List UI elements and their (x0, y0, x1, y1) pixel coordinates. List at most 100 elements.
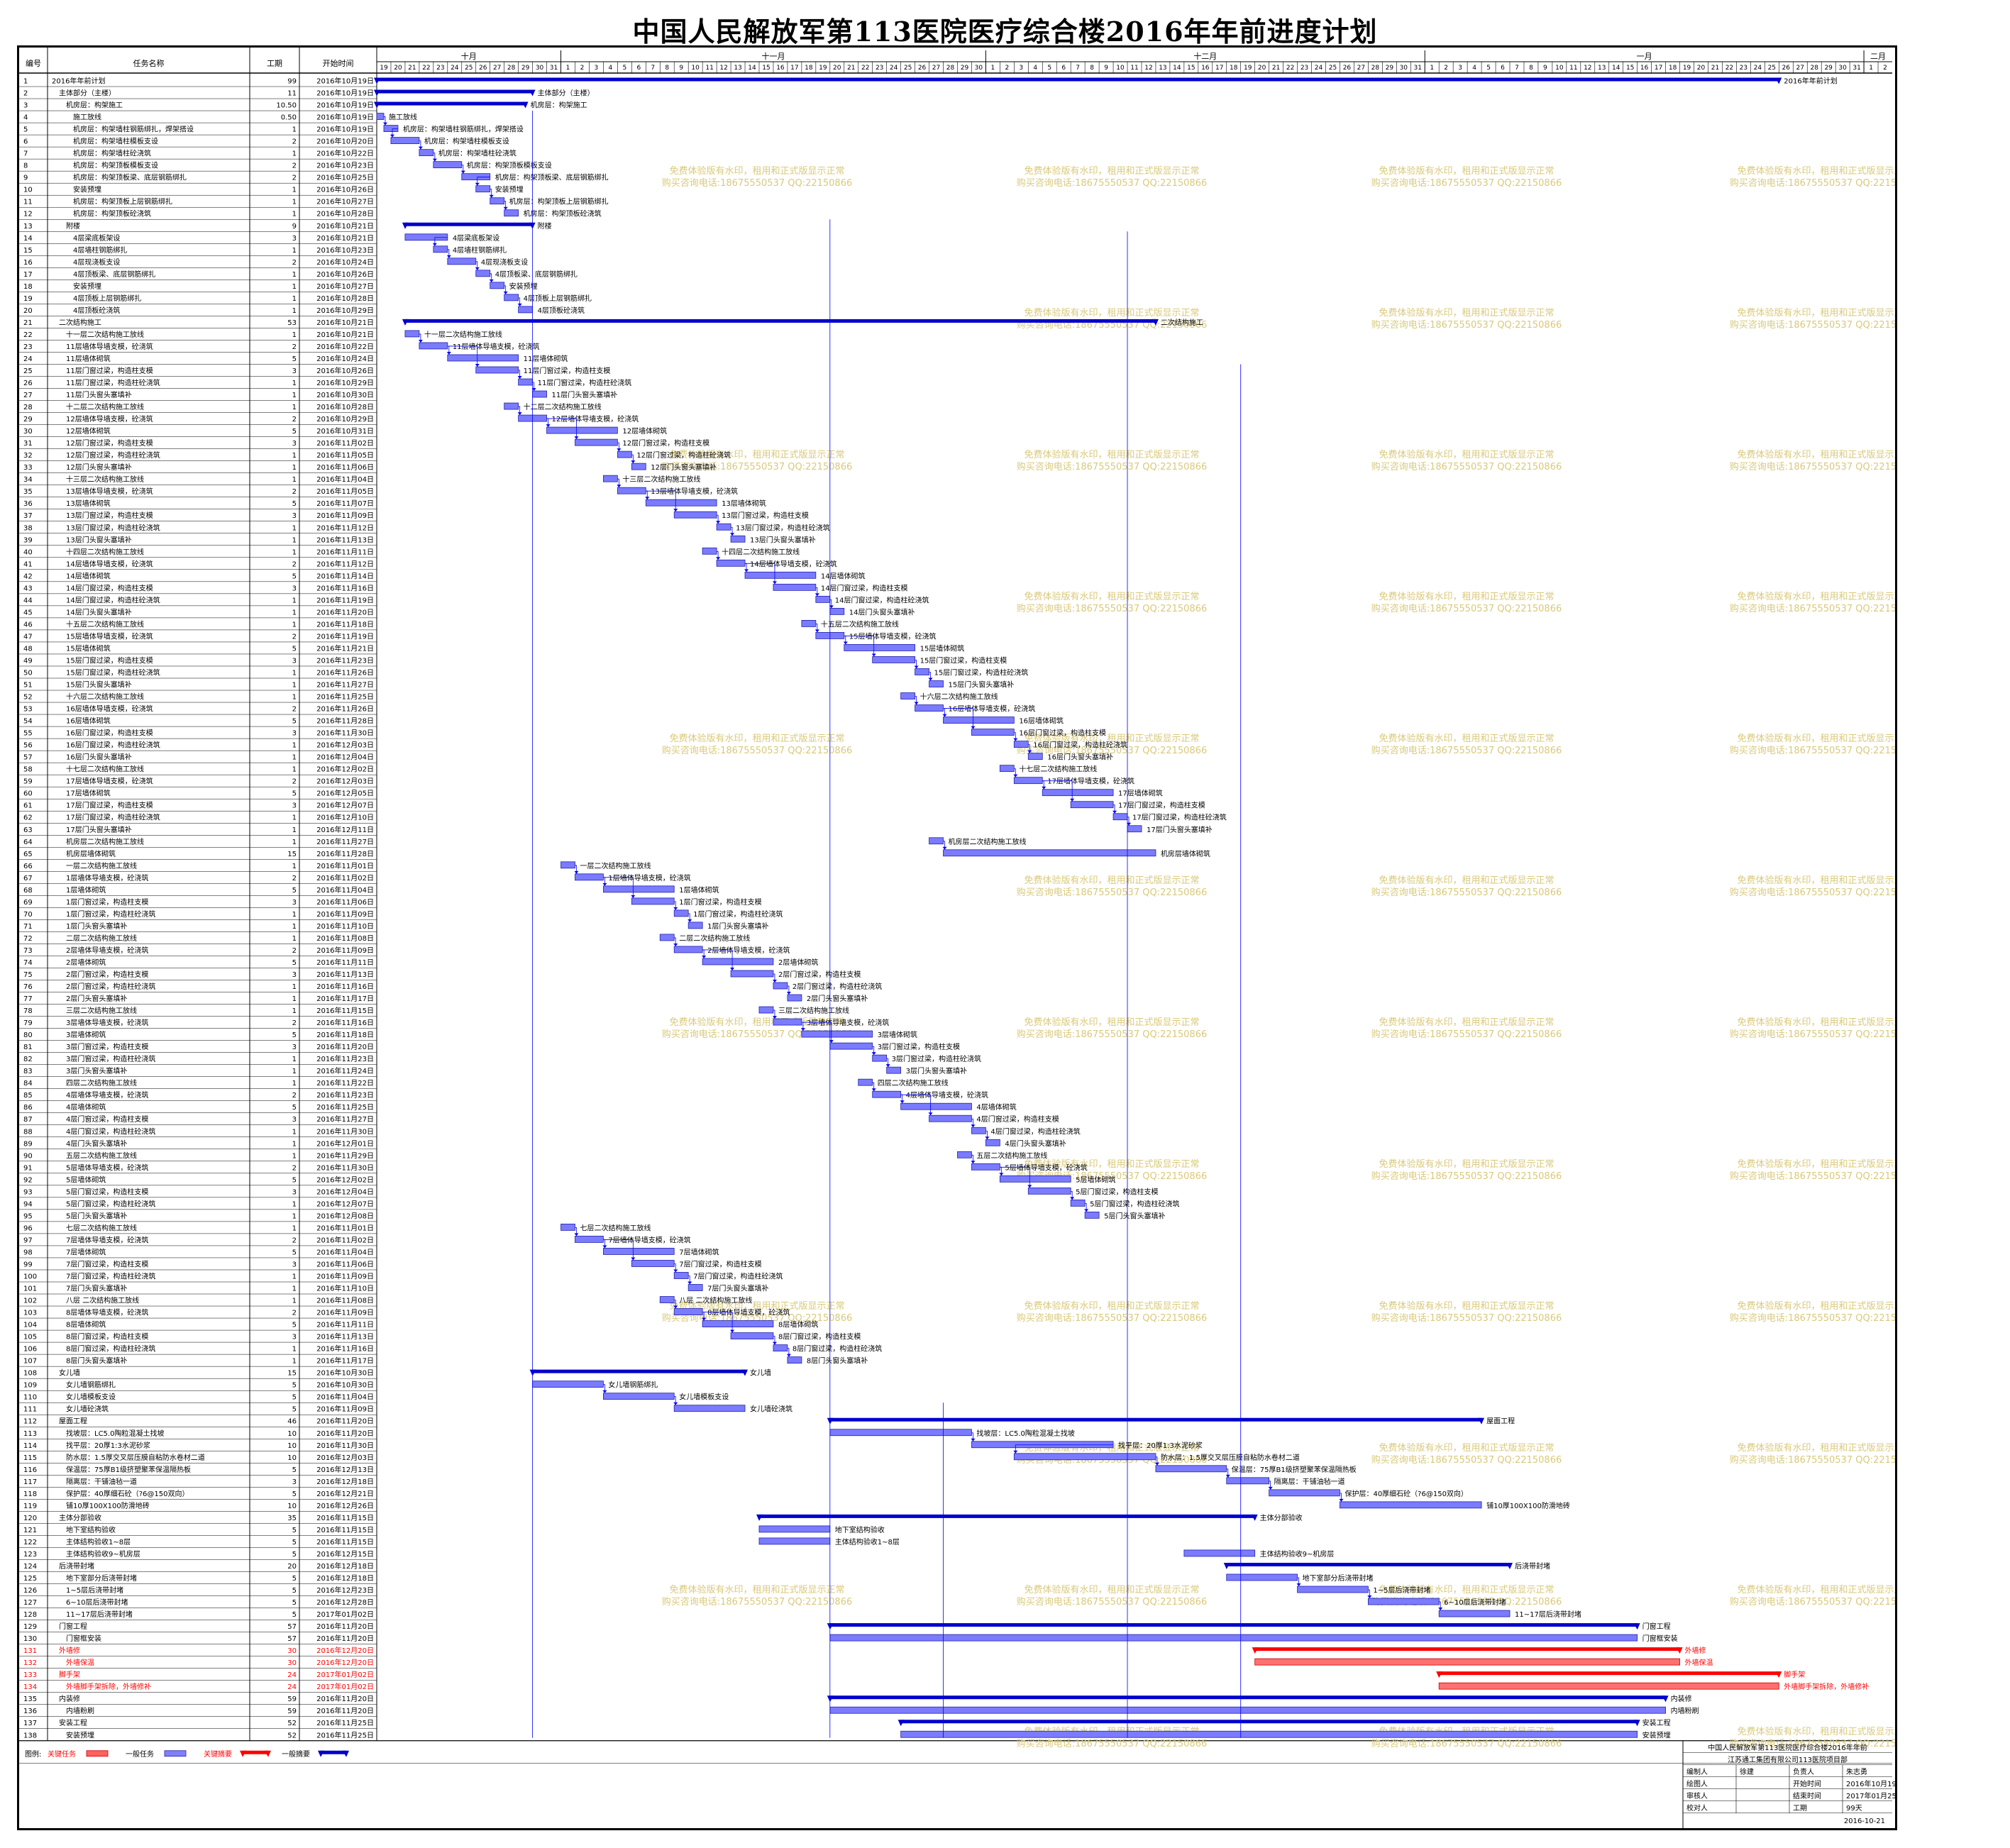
dependency-arrow (730, 967, 735, 970)
task-id: 103 (23, 1310, 37, 1317)
day-label: 30 (1400, 65, 1408, 72)
bar-label: 8层门窗过梁，构造柱砼浇筑 (793, 1344, 882, 1354)
day-label: 19 (380, 65, 388, 72)
dependency-arrow (716, 521, 721, 524)
task-duration: 1 (292, 247, 297, 255)
task-id: 91 (23, 1164, 33, 1172)
task-name: 一层二次结构施工放线 (66, 861, 137, 870)
day-label: 24 (890, 65, 898, 72)
dependency-link (1113, 804, 1115, 814)
bar-label: 找平层：20厚1:3水泥砂浆 (1118, 1441, 1203, 1450)
task-name: 15层门窗过梁，构造柱砼浇筑 (66, 668, 160, 677)
task-id: 120 (23, 1515, 37, 1522)
task-id: 37 (23, 512, 33, 520)
task-bar (490, 197, 505, 205)
task-id: 21 (23, 319, 33, 327)
task-duration: 1 (292, 283, 297, 291)
task-name: 4层顶板梁、底层钢筋绑扎 (73, 270, 155, 279)
bar-label: 3层墙体导墙支模，砼浇筑 (807, 1018, 889, 1027)
task-start: 2016年11月04日 (316, 475, 374, 484)
day-label: 1 (1430, 65, 1434, 72)
bar-label: 防水层：1.5厚交叉层压膜自粘防水卷材二道 (1161, 1453, 1300, 1462)
task-start: 2016年10月23日 (316, 161, 374, 170)
dependency-link (688, 1276, 690, 1285)
dependency-link (943, 708, 973, 729)
bar-label: 后浇带封堵 (1515, 1561, 1550, 1571)
dependency-arrow (815, 629, 819, 633)
legend-label: 关键摘要 (204, 1749, 232, 1759)
task-duration: 99 (287, 78, 297, 86)
task-duration: 5 (292, 959, 297, 967)
task-bar (673, 511, 717, 519)
dependency-link (717, 550, 719, 560)
dependency-link (447, 345, 478, 367)
day-label: 9 (679, 65, 683, 72)
watermark-text: 购买咨询电话:18675550537 QQ:22150866 (1371, 603, 1562, 614)
dependency-arrow (829, 605, 834, 609)
bar-label: 十五层二次结构施工放线 (821, 619, 899, 629)
task-name: 12层门窗过梁，构造柱砼浇筑 (66, 450, 160, 460)
bar-label: 12层门窗过梁，构造柱砼浇筑 (636, 450, 731, 460)
task-id: 125 (23, 1575, 37, 1583)
watermark-text: 免费体验版有水印，租用和正式版显示正常 (1379, 1584, 1554, 1595)
task-start: 2016年10月22日 (316, 342, 374, 351)
task-name: 十四层二次结构施工放线 (66, 547, 144, 556)
task-id: 92 (23, 1176, 33, 1184)
watermark-text: 购买咨询电话:18675550537 QQ:22150866 (1730, 1029, 1895, 1040)
watermark-text: 购买咨询电话:18675550537 QQ:22150866 (662, 1596, 853, 1608)
bar-label: 3层门窗过梁，构造柱砼浇筑 (892, 1054, 981, 1063)
gantt-frame: 编号 任务名称 工期 开始时间 十月 十一月 十二月 一月 二月 19 20 21 22 23 24 25 26… (17, 45, 1897, 1830)
dependency-arrow (432, 158, 437, 162)
day-label: 13 (1598, 65, 1606, 72)
task-start: 2016年10月21日 (316, 221, 374, 231)
watermark-text: 购买咨询电话:18675550537 QQ:22150866 (1371, 1029, 1562, 1040)
task-id: 10 (23, 187, 33, 194)
task-name: 3层墙体导墙支模，砼浇筑 (66, 1018, 148, 1027)
task-id: 122 (23, 1539, 37, 1547)
day-label: 6 (1061, 65, 1066, 72)
bar-label: 16层门窗过梁，构造柱砼浇筑 (1033, 741, 1127, 750)
dependency-link (434, 237, 448, 246)
day-label: 8 (665, 65, 669, 72)
task-id: 15 (23, 247, 33, 255)
task-start: 2016年11月24日 (316, 1066, 374, 1075)
task-start: 2016年11月23日 (316, 655, 374, 665)
dependency-arrow (702, 955, 707, 958)
task-bar (1269, 1489, 1340, 1497)
dependency-link (1297, 1577, 1299, 1587)
dependency-arrow (871, 1052, 876, 1056)
task-start: 2016年11月12日 (316, 559, 374, 568)
task-name: 4层门头窗头塞填补 (66, 1139, 127, 1148)
bar-label: 十六层二次结构施工放线 (920, 692, 998, 702)
watermark-text: 购买咨询电话:18675550537 QQ:22150866 (1371, 461, 1562, 472)
task-id: 119 (23, 1503, 37, 1510)
bar-label: 机房层：构架墙柱砼浇筑 (438, 149, 517, 158)
task-name: 12层墙体砌筑 (66, 426, 111, 436)
day-label: 25 (904, 65, 912, 72)
info-block-cell: 99天 (1846, 1805, 1862, 1813)
task-duration: 3 (292, 1044, 297, 1051)
task-id: 63 (23, 826, 33, 834)
task-id: 47 (23, 633, 33, 641)
task-bar (1183, 1549, 1256, 1557)
task-duration: 10 (287, 1430, 297, 1438)
task-name: 安装预埋 (73, 282, 101, 291)
task-name: 4层梁底板架设 (73, 233, 120, 243)
task-id: 16 (23, 259, 33, 267)
task-id: 75 (23, 971, 33, 979)
dependency-link (504, 285, 507, 294)
dependency-arrow (900, 1100, 905, 1104)
task-bar (900, 1102, 972, 1110)
day-label: 30 (1838, 65, 1847, 72)
dependency-link (392, 128, 398, 138)
task-bar (1084, 1211, 1100, 1219)
day-label: 22 (861, 65, 869, 72)
day-label: 3 (595, 65, 599, 72)
bar-label: 铺10厚100X100防滑地砖 (1486, 1501, 1570, 1510)
day-label: 28 (946, 65, 955, 72)
dependency-arrow (1127, 822, 1132, 826)
task-id: 79 (23, 1019, 33, 1027)
watermark-text: 免费体验版有水印，租用和正式版显示正常 (1024, 733, 1199, 744)
dependency-arrow (631, 1257, 636, 1261)
watermark-text: 免费体验版有水印，租用和正式版显示正常 (1379, 449, 1554, 460)
